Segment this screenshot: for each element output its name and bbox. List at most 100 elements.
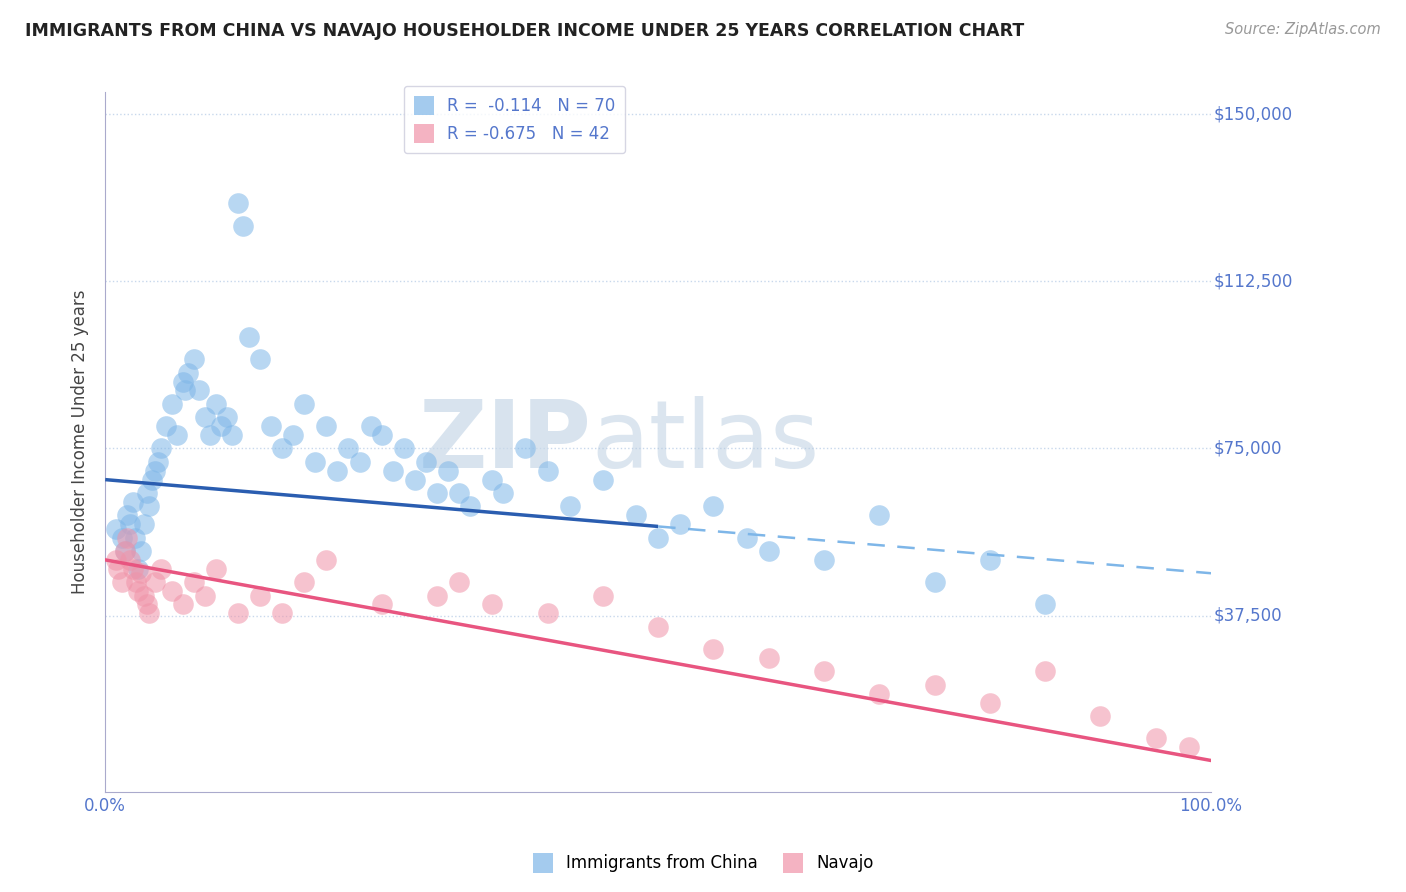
Point xyxy=(283,428,305,442)
Point xyxy=(702,642,724,657)
Point xyxy=(924,575,946,590)
Point xyxy=(232,219,254,233)
Point xyxy=(215,410,238,425)
Point xyxy=(758,544,780,558)
Point xyxy=(249,589,271,603)
Point xyxy=(381,464,404,478)
Point xyxy=(143,575,166,590)
Point xyxy=(141,473,163,487)
Point xyxy=(138,607,160,621)
Y-axis label: Householder Income Under 25 years: Householder Income Under 25 years xyxy=(72,290,89,594)
Point xyxy=(125,575,148,590)
Point xyxy=(647,531,669,545)
Text: $37,500: $37,500 xyxy=(1213,607,1282,624)
Point xyxy=(315,553,337,567)
Point xyxy=(260,419,283,434)
Point xyxy=(458,500,481,514)
Point xyxy=(183,352,205,367)
Point xyxy=(249,352,271,367)
Point xyxy=(105,522,128,536)
Point xyxy=(107,562,129,576)
Point xyxy=(315,419,337,434)
Point xyxy=(148,455,170,469)
Point xyxy=(1033,665,1056,679)
Point xyxy=(221,428,243,442)
Point xyxy=(515,442,537,456)
Point xyxy=(868,687,890,701)
Point xyxy=(647,620,669,634)
Legend: Immigrants from China, Navajo: Immigrants from China, Navajo xyxy=(526,847,880,880)
Point xyxy=(326,464,349,478)
Text: Source: ZipAtlas.com: Source: ZipAtlas.com xyxy=(1225,22,1381,37)
Point xyxy=(226,607,249,621)
Point xyxy=(481,473,503,487)
Point xyxy=(129,544,152,558)
Point xyxy=(1033,598,1056,612)
Point xyxy=(271,442,294,456)
Point xyxy=(449,575,471,590)
Point xyxy=(238,330,260,344)
Text: $75,000: $75,000 xyxy=(1213,440,1282,458)
Point xyxy=(204,397,226,411)
Point xyxy=(226,196,249,211)
Point xyxy=(138,500,160,514)
Point xyxy=(121,495,143,509)
Point xyxy=(204,562,226,576)
Point xyxy=(813,553,835,567)
Point xyxy=(132,589,155,603)
Point xyxy=(360,419,382,434)
Point xyxy=(758,651,780,665)
Point xyxy=(149,562,172,576)
Point xyxy=(536,607,558,621)
Point xyxy=(592,589,614,603)
Point xyxy=(111,531,134,545)
Point xyxy=(173,384,195,398)
Point xyxy=(127,584,149,599)
Point xyxy=(481,598,503,612)
Legend: R =  -0.114   N = 70, R = -0.675   N = 42: R = -0.114 N = 70, R = -0.675 N = 42 xyxy=(404,87,626,153)
Point xyxy=(370,598,392,612)
Point xyxy=(118,517,141,532)
Point xyxy=(114,544,136,558)
Point xyxy=(172,375,194,389)
Point xyxy=(868,508,890,523)
Point xyxy=(111,575,134,590)
Point xyxy=(735,531,758,545)
Point xyxy=(702,500,724,514)
Point xyxy=(924,678,946,692)
Point xyxy=(292,575,315,590)
Point xyxy=(124,531,146,545)
Point xyxy=(979,553,1001,567)
Point xyxy=(979,696,1001,710)
Point xyxy=(437,464,460,478)
Point xyxy=(558,500,581,514)
Point xyxy=(121,562,143,576)
Point xyxy=(349,455,371,469)
Point xyxy=(337,442,360,456)
Point xyxy=(149,442,172,456)
Point xyxy=(166,428,188,442)
Point xyxy=(813,665,835,679)
Point xyxy=(129,566,152,581)
Point xyxy=(592,473,614,487)
Point xyxy=(370,428,392,442)
Point xyxy=(105,553,128,567)
Text: $112,500: $112,500 xyxy=(1213,272,1292,290)
Point xyxy=(155,419,177,434)
Point xyxy=(415,455,437,469)
Point xyxy=(449,486,471,500)
Point xyxy=(160,397,183,411)
Text: atlas: atlas xyxy=(592,396,820,488)
Point xyxy=(117,508,139,523)
Point xyxy=(136,598,159,612)
Point xyxy=(127,562,149,576)
Point xyxy=(1144,731,1167,746)
Point xyxy=(404,473,426,487)
Point xyxy=(183,575,205,590)
Point xyxy=(194,589,217,603)
Point xyxy=(426,486,449,500)
Point xyxy=(392,442,415,456)
Point xyxy=(200,428,222,442)
Point xyxy=(536,464,558,478)
Point xyxy=(177,366,200,380)
